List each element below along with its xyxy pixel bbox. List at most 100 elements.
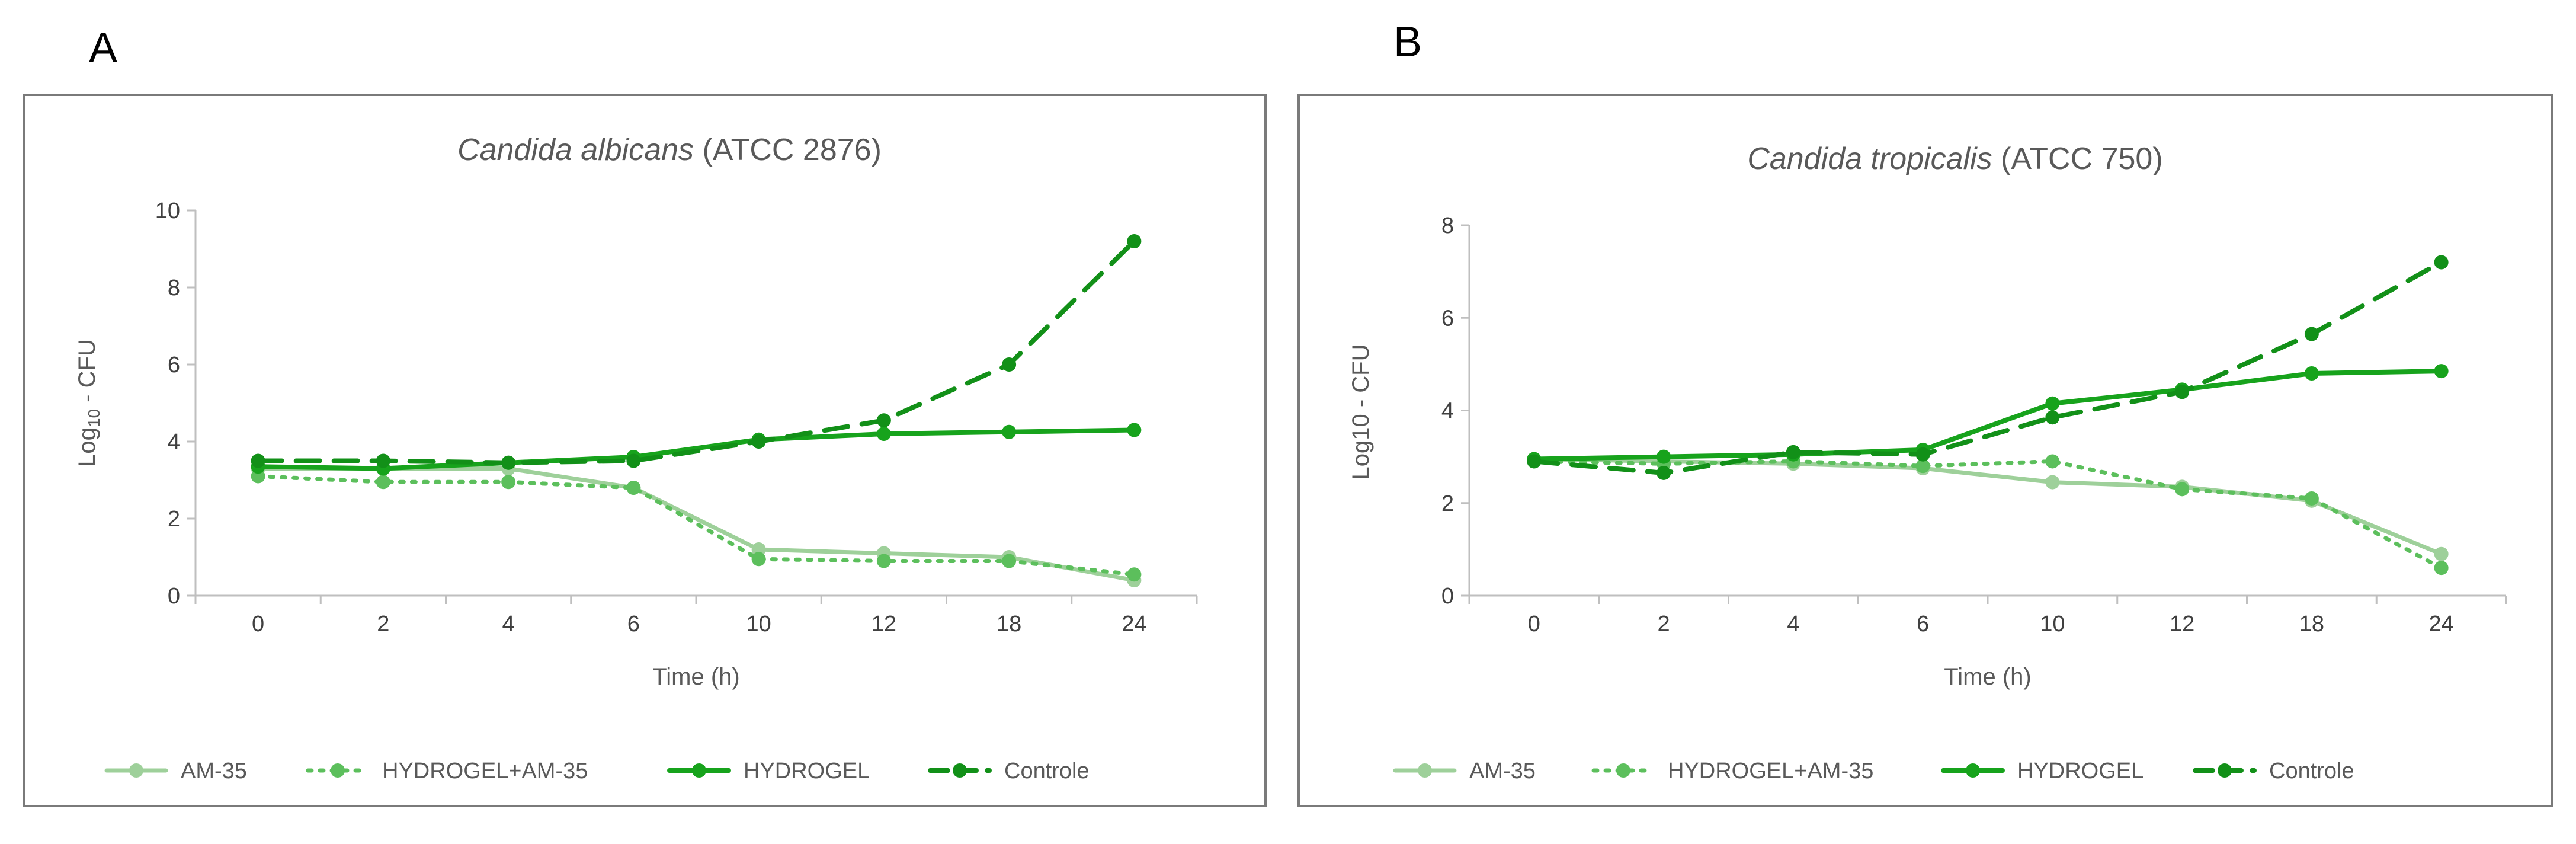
chart-title-rest: (ATCC 2876) <box>694 133 882 167</box>
x-tick-label: 0 <box>1528 612 1540 637</box>
data-point <box>876 413 891 428</box>
x-tick-label: 6 <box>1917 612 1929 637</box>
panel-letter-a: A <box>89 24 118 72</box>
data-point <box>1915 459 1930 474</box>
x-tick-label: 4 <box>502 612 515 637</box>
legend-label-1: HYDROGEL+AM-35 <box>382 759 588 784</box>
y-tick-label: 4 <box>1441 399 1454 424</box>
series-line-2 <box>255 427 1137 471</box>
series-line-1 <box>1531 459 2444 570</box>
x-tick-label: 18 <box>997 612 1021 637</box>
data-point <box>626 481 641 495</box>
data-point <box>251 453 265 468</box>
data-point <box>501 455 516 470</box>
legend-marker-3 <box>953 763 967 778</box>
data-point <box>2434 364 2449 379</box>
y-tick-label: 6 <box>168 353 180 378</box>
legend-marker-1 <box>1616 763 1630 778</box>
data-point <box>751 434 766 449</box>
data-point <box>1002 424 1017 439</box>
data-point <box>876 554 891 568</box>
y-tick-label: 4 <box>168 430 180 455</box>
y-tick-label: 0 <box>1441 584 1454 609</box>
data-point <box>2434 255 2449 270</box>
y-axis-title-sub: 10 <box>85 409 103 427</box>
legend-marker-0 <box>1418 763 1432 778</box>
data-point <box>376 453 390 468</box>
y-tick-label: 0 <box>168 584 180 609</box>
legend-label-1: HYDROGEL+AM-35 <box>1668 759 1873 784</box>
legend-label-2: HYDROGEL <box>744 759 870 784</box>
y-axis-title: Log10 - CFU <box>1348 344 1374 480</box>
data-point <box>626 453 641 468</box>
chart-title-italic: Candida albicans <box>457 133 694 167</box>
chart-title-rest: (ATCC 750) <box>1992 142 2163 176</box>
legend-marker-2 <box>692 763 706 778</box>
x-tick-label: 24 <box>2428 612 2453 637</box>
legend-label-2: HYDROGEL <box>2017 759 2144 784</box>
y-axis-title: Log10 - CFU <box>74 339 103 467</box>
data-point <box>2304 366 2319 381</box>
x-tick-label: 18 <box>2299 612 2324 637</box>
data-point <box>1002 554 1017 568</box>
data-point <box>876 427 891 441</box>
data-point <box>2304 491 2319 506</box>
x-tick-label: 4 <box>1787 612 1799 637</box>
series-line-1 <box>256 474 1136 577</box>
chart-title-italic: Candida tropicalis <box>1747 142 1992 176</box>
data-point <box>2434 546 2449 561</box>
y-tick-label: 8 <box>168 276 180 300</box>
chart-title: Candida tropicalis (ATCC 750) <box>1747 142 2162 176</box>
data-point <box>1127 423 1142 437</box>
x-tick-label: 0 <box>252 612 264 637</box>
data-point <box>1657 449 1671 464</box>
x-axis-title: Time (h) <box>652 664 739 690</box>
y-axis-title-base: Log10 - CFU <box>1348 344 1374 480</box>
legend-marker-3 <box>2218 763 2232 778</box>
x-tick-label: 6 <box>627 612 640 637</box>
data-point <box>2045 475 2060 490</box>
y-axis-title-rest: - CFU <box>74 339 100 409</box>
data-point <box>2434 561 2449 576</box>
data-point <box>751 552 766 567</box>
x-tick-label: 24 <box>1122 612 1146 637</box>
y-tick-label: 8 <box>1441 213 1454 238</box>
y-tick-label: 6 <box>1441 306 1454 331</box>
x-tick-label: 12 <box>872 612 896 637</box>
legend-marker-0 <box>129 763 143 778</box>
x-tick-label: 10 <box>2040 612 2065 637</box>
data-point <box>2045 454 2060 469</box>
y-tick-label: 10 <box>155 199 180 223</box>
data-point <box>2045 396 2060 411</box>
data-point <box>1127 567 1142 582</box>
legend-marker-1 <box>331 763 345 778</box>
chart-title: Candida albicans (ATCC 2876) <box>457 133 882 167</box>
legend-label-3: Controle <box>2269 759 2354 784</box>
data-point <box>1657 465 1671 480</box>
data-point <box>1786 445 1800 459</box>
data-point <box>376 475 390 490</box>
data-point <box>501 475 516 490</box>
data-point <box>1002 357 1017 372</box>
data-point <box>1527 454 1542 469</box>
series-line-3 <box>1531 260 2444 475</box>
chart-frame <box>23 94 1267 807</box>
legend-label-0: AM-35 <box>1469 759 1536 784</box>
data-point <box>2304 327 2319 341</box>
y-tick-label: 2 <box>168 507 180 532</box>
panel-letter-b: B <box>1393 18 1422 66</box>
data-point <box>2175 385 2190 399</box>
legend-label-0: AM-35 <box>181 759 247 784</box>
x-axis-title: Time (h) <box>1944 664 2031 690</box>
legend-marker-2 <box>1966 763 1980 778</box>
y-tick-label: 2 <box>1441 491 1454 516</box>
data-point <box>2045 410 2060 425</box>
x-tick-label: 12 <box>2170 612 2194 637</box>
series-line-2 <box>1531 369 2444 462</box>
data-point <box>1127 234 1142 248</box>
y-axis-title-base: Log <box>74 427 100 467</box>
x-tick-label: 10 <box>746 612 771 637</box>
